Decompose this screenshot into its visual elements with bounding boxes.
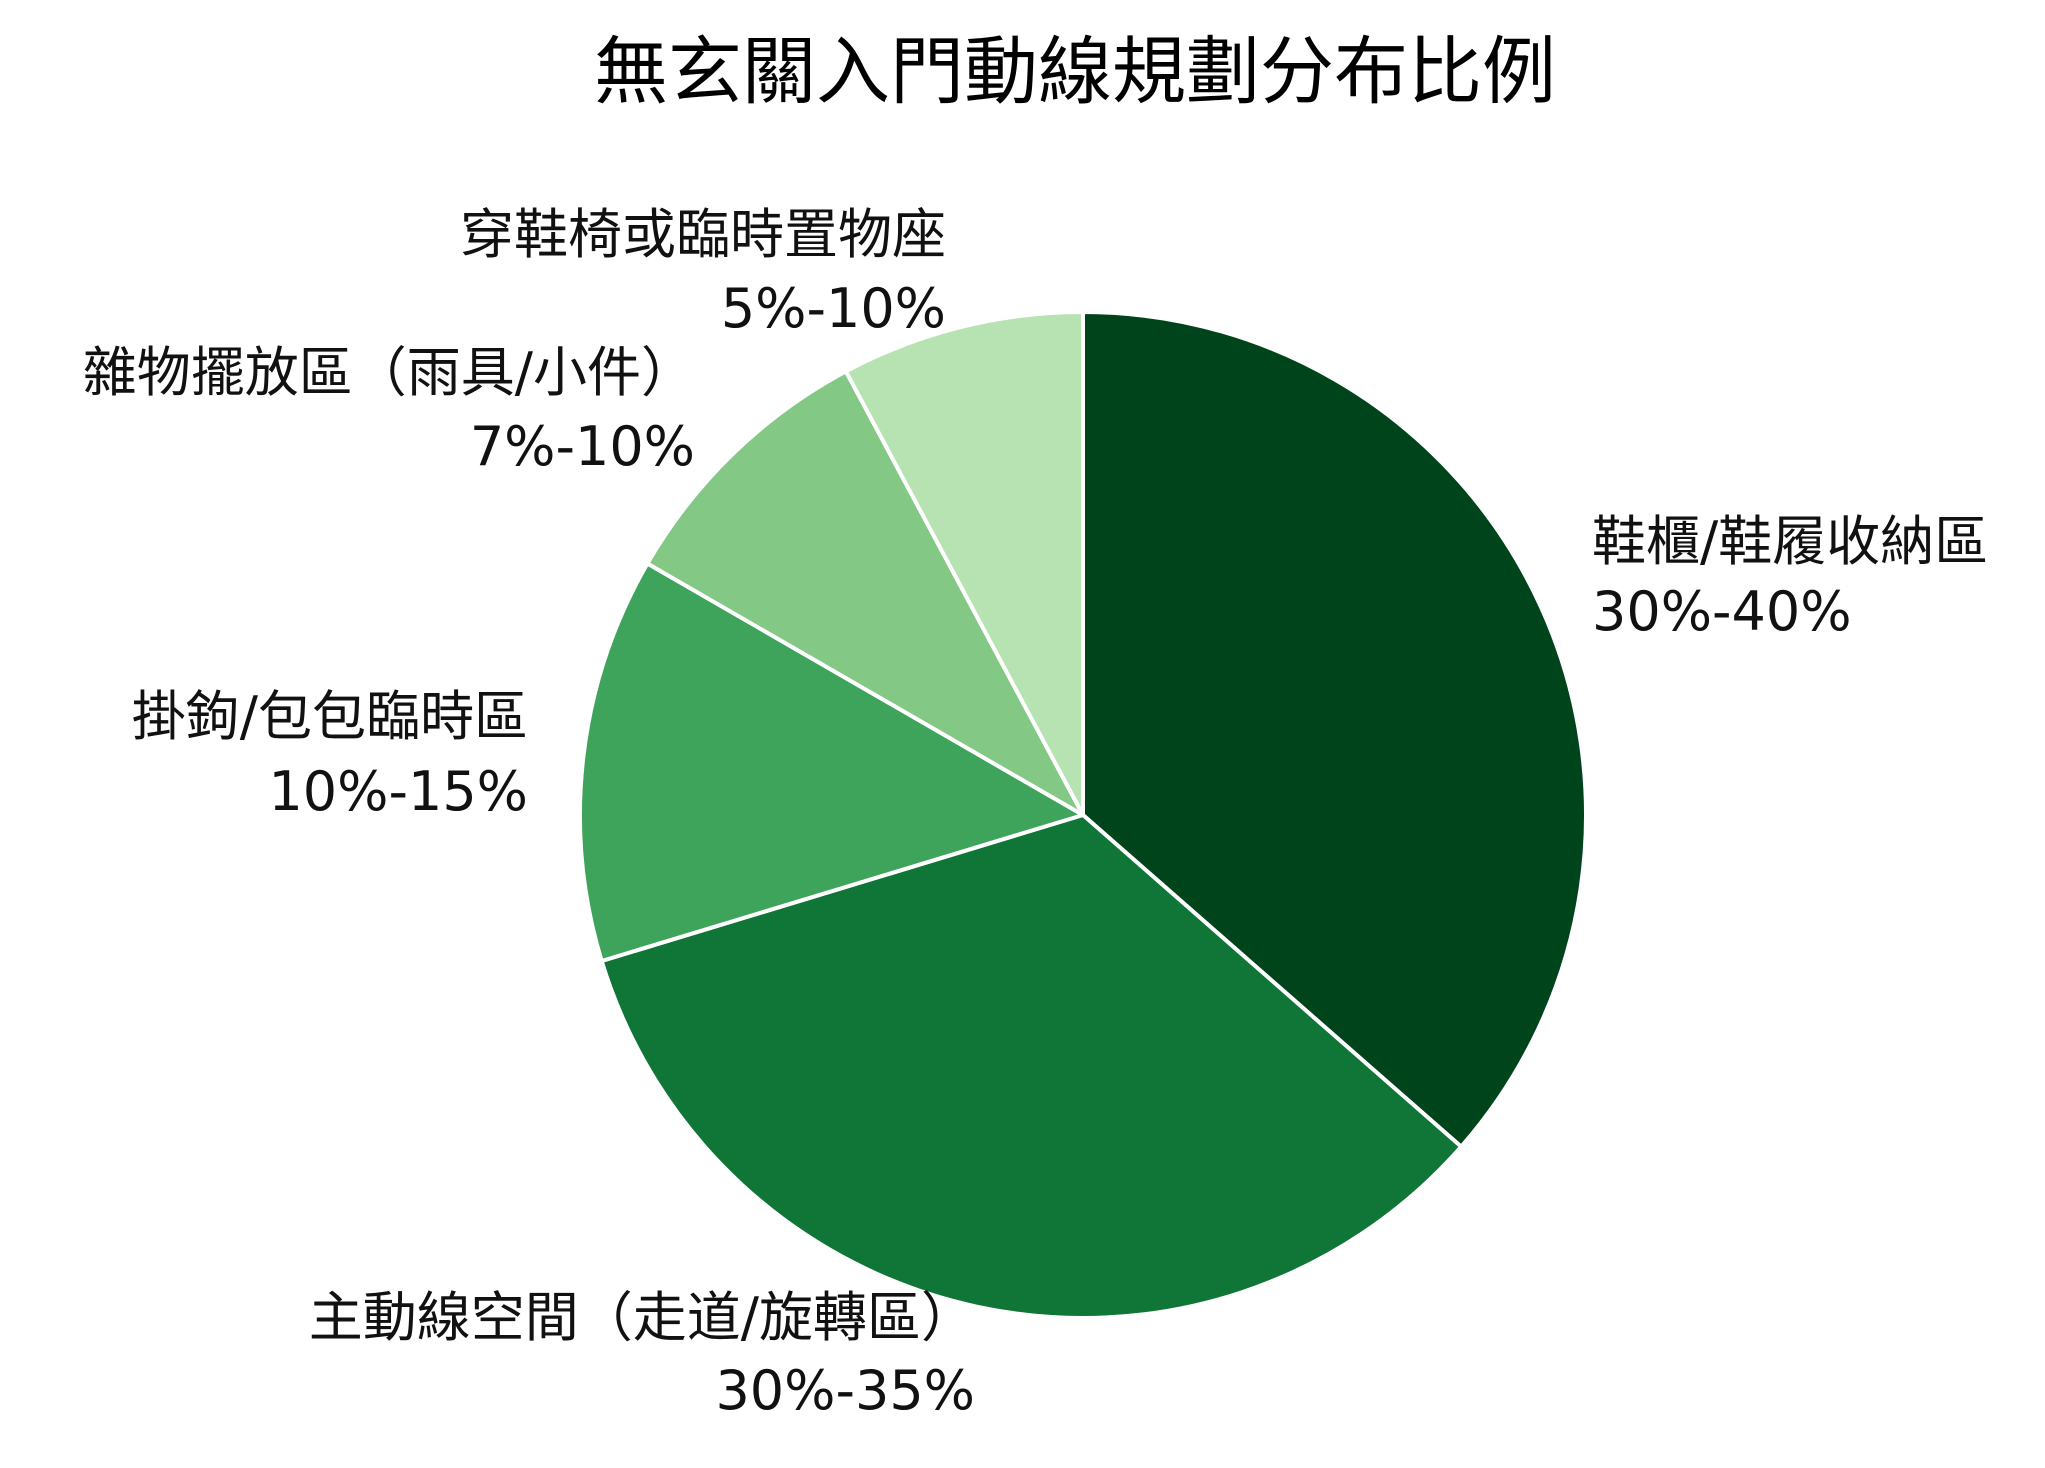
pie-slices xyxy=(578,310,1588,1320)
chart-title: 無玄關入門動線規劃分布比例 xyxy=(594,29,1556,115)
range-misc: 7%-10% xyxy=(470,415,695,478)
pie-slice-hook xyxy=(578,561,1085,964)
range-shoe: 30%-40% xyxy=(1592,580,1852,643)
label-main: 主動線空間（走道/旋轉區） xyxy=(309,1286,975,1349)
label-seat: 穿鞋椅或臨時置物座 xyxy=(460,203,946,266)
label-shoe: 鞋櫃/鞋履收納區 xyxy=(1592,510,1988,573)
pie-slice-main xyxy=(599,813,1464,1320)
range-seat: 5%-10% xyxy=(721,277,946,340)
pie-slice-shoe xyxy=(1081,310,1588,1149)
pie-slice-seat xyxy=(843,310,1085,817)
label-misc: 雜物擺放區（雨具/小件） xyxy=(83,341,695,404)
label-hook: 掛鉤/包包臨時區 xyxy=(132,685,528,748)
range-main: 30%-35% xyxy=(715,1359,975,1422)
pie-slice-misc xyxy=(645,369,1085,817)
range-hook: 10%-15% xyxy=(268,760,528,823)
